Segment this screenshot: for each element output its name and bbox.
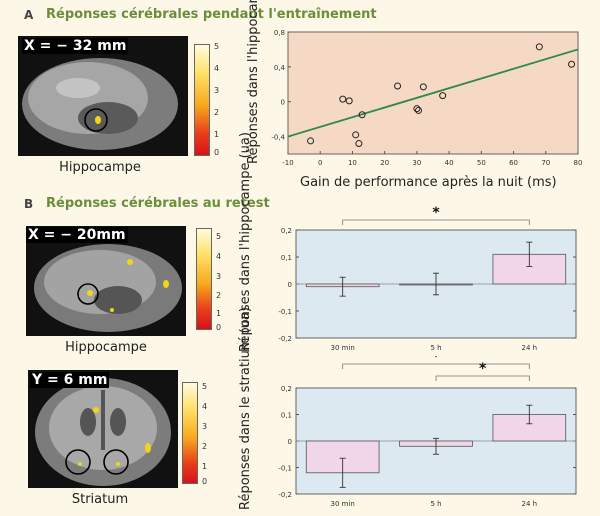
cbar-tick: 3 (214, 86, 220, 95)
y-tick-label: 0 (281, 99, 285, 107)
y-tick-label: -0,2 (278, 491, 292, 499)
significance-bracket (435, 375, 530, 381)
cbar-tick: 1 (216, 309, 222, 318)
significance-bracket (342, 219, 530, 225)
y-tick-label: 0,1 (281, 254, 292, 262)
scatter-point (355, 140, 363, 148)
cbar-tick: 0 (216, 323, 222, 332)
panel-a-title: Réponses cérébrales pendant l'entraîneme… (46, 7, 377, 22)
x-tick-label: 30 min (330, 344, 354, 352)
cbar-tick: 4 (216, 252, 222, 261)
colorbar-b-hippo (196, 228, 212, 330)
coord-label-b-striatum: Y = 6 mm (30, 372, 110, 388)
cbar-tick: 5 (202, 382, 208, 391)
x-tick-label: 20 (380, 159, 389, 167)
scatter-xlabel: Gain de performance après la nuit (ms) (300, 175, 557, 190)
y-tick-label: 0,8 (274, 29, 285, 37)
cbar-tick: 1 (202, 462, 208, 471)
brain-image-coronal (28, 370, 178, 488)
scatter-point (439, 92, 447, 100)
y-tick-label: 0 (288, 438, 292, 446)
brain-caption-b-striatum: Striatum (71, 492, 129, 507)
cbar-tick: 2 (216, 291, 222, 300)
bar-chart-striatum: 0,2 0,1 0 -0,1 -0,2 30 min 5 h 24 h * * (278, 356, 577, 508)
cbar-tick: 3 (202, 422, 208, 431)
scatter-point (339, 95, 347, 103)
coord-label-a: X = − 32 mm (22, 38, 129, 54)
x-tick-label: 40 (445, 159, 454, 167)
scatter-point (568, 60, 576, 68)
brain-caption-a: Hippocampe (59, 160, 141, 175)
significance-star: * (432, 205, 440, 221)
significance-bracket (342, 363, 530, 369)
cbar-tick: 2 (202, 442, 208, 451)
scatter-point (415, 106, 422, 114)
y-tick-label: 0,2 (281, 227, 292, 235)
scatter-point (535, 43, 543, 51)
x-tick-label: 0 (318, 159, 322, 167)
brain-image-sagittal-a (18, 36, 188, 156)
scatter-point (358, 111, 366, 119)
cbar-tick: 4 (214, 64, 220, 73)
significance-star: * (479, 361, 487, 377)
x-tick-label: -10 (282, 159, 293, 167)
cbar-tick: 5 (216, 232, 222, 241)
y-tick-label: -0,1 (278, 308, 292, 316)
y-tick-label: 0,4 (274, 64, 286, 72)
brain-caption-b-hippo: Hippocampe (65, 340, 147, 355)
panel-b-letter: B (24, 197, 34, 211)
scatter-point (419, 83, 427, 91)
colorbar-a (194, 44, 210, 156)
x-tick-label: 60 (509, 159, 518, 167)
scatter-point (345, 97, 353, 105)
cbar-tick: 3 (216, 272, 222, 281)
y-tick-label: 0 (288, 281, 292, 289)
cbar-tick: 0 (202, 477, 208, 486)
regression-line (287, 48, 579, 138)
x-tick-label: 30 min (330, 500, 354, 508)
x-tick-label: 10 (348, 159, 357, 167)
x-tick-label: 80 (574, 159, 583, 167)
x-tick-label: 5 h (430, 500, 441, 508)
cbar-tick: 5 (214, 42, 220, 51)
x-tick-label: 24 h (522, 344, 538, 352)
panel-b-title: Réponses cérébrales au retest (46, 196, 270, 211)
significance-star: * (432, 356, 440, 365)
cbar-tick: 1 (214, 130, 220, 139)
scatter-point (394, 82, 402, 90)
scatter-point (413, 105, 421, 113)
x-tick-label: 50 (477, 159, 486, 167)
y-tick-label: -0,4 (271, 134, 285, 142)
coord-label-b-hippo: X = − 20mm (26, 227, 128, 243)
scatter-point (352, 131, 360, 139)
x-tick-label: 70 (541, 159, 550, 167)
cbar-tick: 2 (214, 108, 220, 117)
y-tick-label: 0,1 (281, 412, 292, 420)
brain-image-sagittal-b (26, 226, 186, 336)
panel-a-letter: A (24, 8, 34, 22)
cbar-tick: 4 (202, 402, 208, 411)
y-tick-label: -0,2 (278, 335, 292, 343)
colorbar-b-striatum (182, 382, 198, 484)
x-tick-label: 30 (412, 159, 421, 167)
cbar-tick: 0 (214, 148, 220, 157)
bar-chart-hippocampe: 0,2 0,1 0 -0,1 -0,2 30 min 5 h 24 h * (278, 205, 577, 352)
y-tick-label: 0,2 (281, 385, 292, 393)
x-tick-label: 5 h (430, 344, 441, 352)
y-tick-label: -0,1 (278, 465, 292, 473)
scatter-chart: -10 0 10 20 30 40 50 60 70 80 0,8 0,4 0 -0,4 (271, 29, 583, 167)
scatter-point (307, 137, 315, 145)
x-tick-label: 24 h (522, 500, 538, 508)
